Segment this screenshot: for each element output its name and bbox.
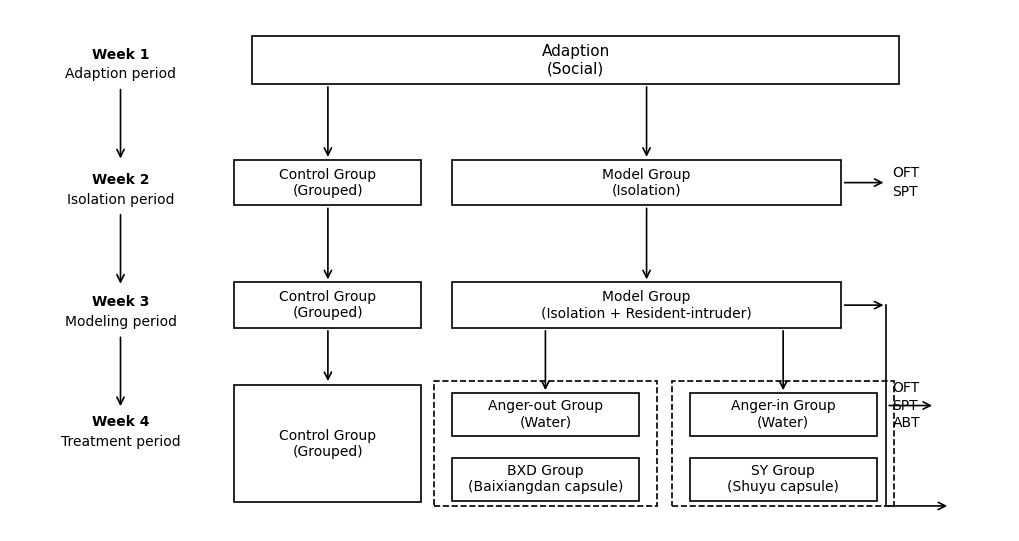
FancyBboxPatch shape (234, 282, 421, 328)
Text: Week 3: Week 3 (92, 295, 149, 309)
FancyBboxPatch shape (451, 160, 841, 205)
Text: Adaption
(Social): Adaption (Social) (541, 44, 609, 76)
FancyBboxPatch shape (689, 393, 876, 436)
Text: Control Group
(Grouped): Control Group (Grouped) (279, 428, 376, 459)
Text: Control Group
(Grouped): Control Group (Grouped) (279, 290, 376, 320)
Text: Modeling period: Modeling period (64, 315, 176, 329)
FancyBboxPatch shape (434, 381, 656, 506)
FancyBboxPatch shape (451, 458, 638, 500)
Text: Isolation period: Isolation period (66, 193, 174, 207)
Text: OFT: OFT (892, 381, 919, 395)
Text: Treatment period: Treatment period (61, 435, 180, 449)
Text: Week 2: Week 2 (92, 173, 149, 187)
FancyBboxPatch shape (451, 282, 841, 328)
Text: Model Group
(Isolation + Resident-intruder): Model Group (Isolation + Resident-intrud… (541, 290, 751, 320)
Text: Week 1: Week 1 (92, 48, 149, 62)
Text: BXD Group
(Baixiangdan capsule): BXD Group (Baixiangdan capsule) (468, 464, 623, 494)
Text: Control Group
(Grouped): Control Group (Grouped) (279, 168, 376, 197)
Text: Week 4: Week 4 (92, 415, 149, 430)
Text: SPT: SPT (892, 399, 917, 413)
FancyBboxPatch shape (234, 385, 421, 502)
Text: OFT: OFT (892, 166, 919, 180)
FancyBboxPatch shape (451, 393, 638, 436)
FancyBboxPatch shape (234, 160, 421, 205)
FancyBboxPatch shape (672, 381, 894, 506)
FancyBboxPatch shape (252, 36, 899, 84)
Text: SPT: SPT (892, 185, 917, 199)
FancyBboxPatch shape (689, 458, 876, 500)
Text: Model Group
(Isolation): Model Group (Isolation) (602, 168, 690, 197)
Text: ABT: ABT (892, 416, 919, 430)
Text: Anger-in Group
(Water): Anger-in Group (Water) (730, 399, 835, 430)
Text: Anger-out Group
(Water): Anger-out Group (Water) (487, 399, 602, 430)
Text: SY Group
(Shuyu capsule): SY Group (Shuyu capsule) (727, 464, 839, 494)
Text: Adaption period: Adaption period (65, 68, 176, 82)
